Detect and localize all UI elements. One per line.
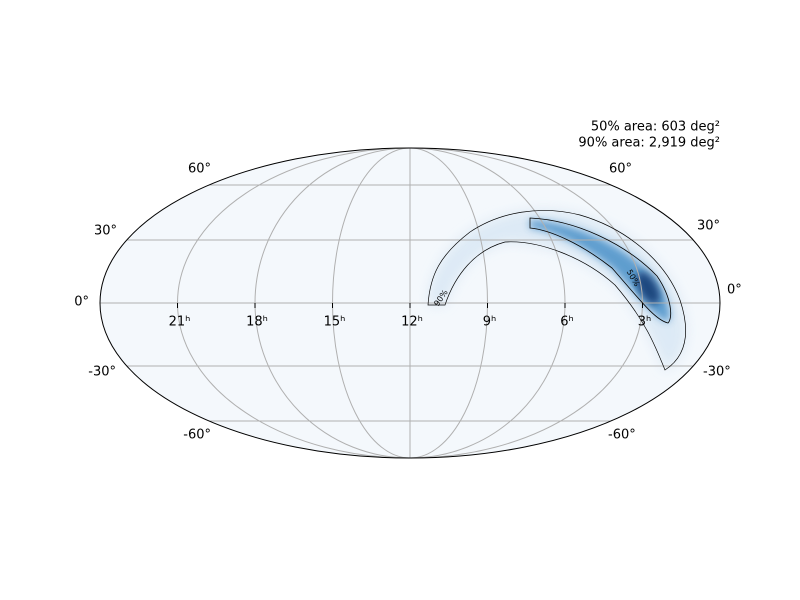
ra-label: 9ʰ [483,315,497,330]
dec-label: -30° [88,365,116,380]
dec-label: 0° [74,295,89,310]
ra-label: 12ʰ [401,315,423,330]
dec-label: -30° [703,365,731,380]
peak [636,271,660,305]
sky-border [99,147,721,459]
dec-label: -60° [608,428,636,443]
contour-90 [427,210,687,371]
dec-label: 30° [697,219,720,234]
dec-label: 30° [94,224,117,239]
area-annotation: 90% area: 2,919 deg² [578,136,720,151]
ra-label: 18ʰ [246,315,268,330]
dec-label: 0° [727,283,742,298]
ra-label: 3ʰ [638,315,652,330]
contour-50 [529,217,672,324]
ra-label: 21ʰ [169,315,191,330]
dec-label: 60° [609,162,632,177]
dec-label: -60° [183,428,211,443]
ra-label: 6ʰ [560,315,574,330]
dec-label: 60° [188,162,211,177]
ra-label: 15ʰ [324,315,346,330]
area-annotation: 50% area: 603 deg² [591,120,720,135]
